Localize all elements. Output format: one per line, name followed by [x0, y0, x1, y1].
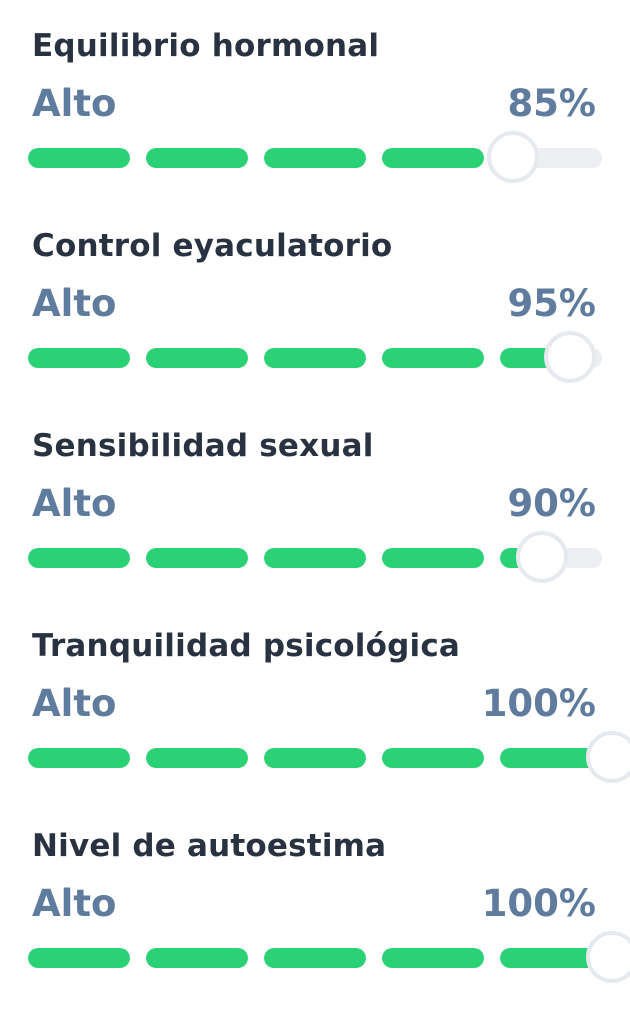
progress-segment: [382, 548, 484, 568]
metric: Nivel de autoestima Alto 100%: [0, 820, 630, 1020]
progress-segment-fill: [264, 748, 366, 768]
progress-segment: [382, 348, 484, 368]
progress-segment: [146, 748, 248, 768]
progress-segment-fill: [146, 348, 248, 368]
progress-segment: [146, 348, 248, 368]
progress-segment-fill: [264, 548, 366, 568]
progress-segment: [264, 748, 366, 768]
progress-segment-fill: [264, 148, 366, 168]
metric-percent: 100%: [481, 882, 596, 925]
metric-percent: 90%: [507, 482, 596, 525]
progress-segment: [28, 148, 130, 168]
metric-title: Tranquilidad psicológica: [32, 628, 461, 664]
progress-segment: [28, 348, 130, 368]
progress-slider[interactable]: [28, 131, 602, 183]
progress-segment-fill: [28, 148, 130, 168]
metric: Sensibilidad sexual Alto 90%: [0, 420, 630, 620]
metric-level: Alto: [32, 82, 117, 125]
progress-segment: [500, 948, 602, 968]
progress-segment-fill: [382, 348, 484, 368]
progress-segment: [146, 948, 248, 968]
metric: Control eyaculatorio Alto 95%: [0, 220, 630, 420]
progress-segment-fill: [146, 748, 248, 768]
progress-slider[interactable]: [28, 931, 630, 983]
progress-segment: [264, 948, 366, 968]
progress-segment: [382, 948, 484, 968]
progress-segment-fill: [28, 748, 130, 768]
progress-segment-fill: [146, 948, 248, 968]
metric-level: Alto: [32, 282, 117, 325]
progress-segment-fill: [500, 948, 602, 968]
progress-segment: [146, 148, 248, 168]
metric-title: Equilibrio hormonal: [32, 28, 380, 64]
progress-segment: [382, 748, 484, 768]
metric-title: Nivel de autoestima: [32, 828, 387, 864]
progress-segment-fill: [500, 748, 602, 768]
metric-percent: 95%: [507, 282, 596, 325]
progress-slider[interactable]: [28, 731, 630, 783]
progress-segment: [146, 548, 248, 568]
progress-segment: [264, 148, 366, 168]
progress-slider[interactable]: [28, 531, 602, 583]
progress-segment-fill: [28, 348, 130, 368]
metric-level: Alto: [32, 682, 117, 725]
progress-segment-fill: [28, 548, 130, 568]
slider-handle[interactable]: [486, 131, 539, 183]
metric: Tranquilidad psicológica Alto 100%: [0, 620, 630, 820]
progress-segment: [28, 948, 130, 968]
progress-segment: [500, 748, 602, 768]
slider-handle[interactable]: [515, 531, 568, 583]
progress-segment-fill: [382, 748, 484, 768]
progress-segment-fill: [382, 548, 484, 568]
progress-segment-fill: [146, 548, 248, 568]
progress-segment: [264, 548, 366, 568]
progress-segment: [28, 548, 130, 568]
slider-handle[interactable]: [586, 931, 630, 983]
progress-segment-fill: [382, 148, 484, 168]
metric-title: Control eyaculatorio: [32, 228, 393, 264]
progress-segment-fill: [264, 948, 366, 968]
progress-slider[interactable]: [28, 331, 602, 383]
metric-percent: 100%: [481, 682, 596, 725]
metric-level: Alto: [32, 882, 117, 925]
progress-segment-fill: [146, 148, 248, 168]
progress-segment-fill: [28, 948, 130, 968]
metric-title: Sensibilidad sexual: [32, 428, 374, 464]
progress-segment: [382, 148, 484, 168]
metric: Equilibrio hormonal Alto 85%: [0, 20, 630, 220]
progress-segment-fill: [382, 948, 484, 968]
progress-segment: [28, 748, 130, 768]
metric-level: Alto: [32, 482, 117, 525]
slider-handle[interactable]: [586, 731, 630, 783]
metric-percent: 85%: [507, 82, 596, 125]
progress-segment-fill: [264, 348, 366, 368]
slider-handle[interactable]: [544, 331, 597, 383]
progress-segment: [264, 348, 366, 368]
